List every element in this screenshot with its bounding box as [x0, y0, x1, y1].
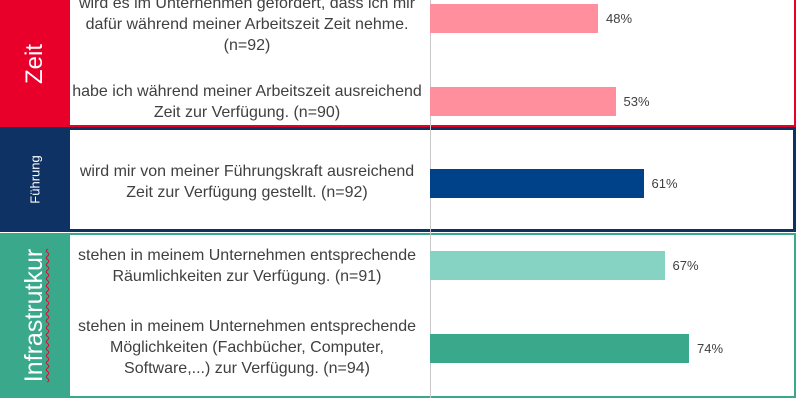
bar-value-label: 53%	[623, 94, 650, 109]
category-label: stehen in meinem Unternehmen entsprechen…	[78, 317, 416, 377]
bar	[430, 251, 665, 280]
group-label-zeit: Zeit	[20, 43, 48, 84]
category-label: habe ich während meiner Arbeitszeit ausr…	[72, 83, 422, 121]
bar-value-label: 74%	[697, 341, 724, 356]
bar	[430, 334, 689, 363]
bar-value-label: 61%	[651, 176, 678, 191]
group-tag-infrastruktur: Infrastrutkur	[0, 233, 70, 398]
group-tag-zeit: Zeit	[0, 0, 70, 127]
bar	[430, 87, 616, 116]
group-label-fuehrung: Führung	[27, 155, 43, 204]
category-label: stehen in meinem Unternehmen entsprechen…	[78, 247, 416, 285]
bar-value-label: 67%	[672, 258, 699, 273]
bar	[430, 169, 644, 198]
group-label-infrastruktur: Infrastrutkur	[20, 248, 49, 383]
category-label: wird mir von meiner Führungskraft ausrei…	[79, 163, 415, 201]
category-label: wird es im Unternehmen gefördert, dass i…	[78, 0, 416, 54]
group-box-zeit	[0, 0, 796, 127]
axis-baseline	[430, 0, 431, 398]
bar	[430, 4, 598, 33]
group-tag-fuehrung: Führung	[0, 127, 70, 232]
bar-value-label: 48%	[606, 11, 633, 26]
